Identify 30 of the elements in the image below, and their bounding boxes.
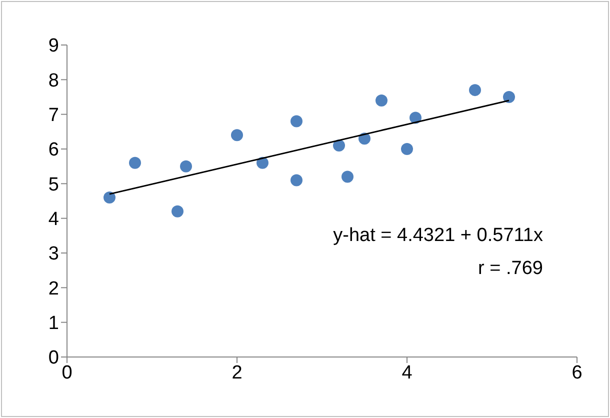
x-tick-label: 6 <box>572 362 582 384</box>
y-tick-label: 0 <box>48 348 59 369</box>
annotation: y-hat = 4.4321 + 0.5711x <box>333 225 543 247</box>
point <box>503 91 515 103</box>
point <box>180 160 192 172</box>
point <box>469 84 481 96</box>
point <box>172 205 184 218</box>
annotation: r = .769 <box>478 258 543 280</box>
point <box>104 192 116 204</box>
point <box>290 115 302 128</box>
y-tick-label: 4 <box>48 209 60 230</box>
point <box>231 129 243 142</box>
y-tick-label: 1 <box>48 313 59 334</box>
y-tick-label: 8 <box>48 70 59 92</box>
y-tick-label: 9 <box>48 36 59 57</box>
point <box>333 140 345 152</box>
point <box>376 94 388 106</box>
point <box>401 143 413 155</box>
point <box>256 156 268 169</box>
x-tick-label: 2 <box>232 362 242 384</box>
y-tick-label: 5 <box>48 174 59 196</box>
x-tick-label: 4 <box>402 362 413 384</box>
y-tick-label: 7 <box>48 105 59 126</box>
x-tick-label: 0 <box>62 362 72 384</box>
y-tick-label: 2 <box>48 278 59 300</box>
point <box>342 170 354 183</box>
point <box>129 156 141 169</box>
y-tick-label: 6 <box>48 140 59 161</box>
point <box>290 174 302 186</box>
y-tick-label: 3 <box>48 244 59 265</box>
